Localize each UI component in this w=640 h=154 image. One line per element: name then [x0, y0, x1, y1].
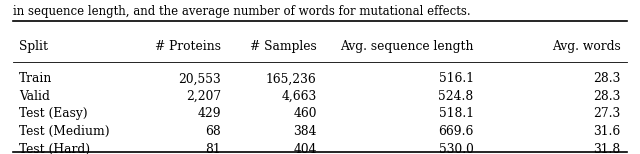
- Text: 524.8: 524.8: [438, 90, 474, 103]
- Text: 4,663: 4,663: [282, 90, 317, 103]
- Text: Avg. sequence length: Avg. sequence length: [340, 40, 474, 53]
- Text: 68: 68: [205, 125, 221, 138]
- Text: 165,236: 165,236: [266, 72, 317, 85]
- Text: Valid: Valid: [19, 90, 50, 103]
- Text: 669.6: 669.6: [438, 125, 474, 138]
- Text: 429: 429: [197, 107, 221, 120]
- Text: 530.0: 530.0: [439, 143, 474, 154]
- Text: 31.6: 31.6: [593, 125, 621, 138]
- Text: Avg. words: Avg. words: [552, 40, 621, 53]
- Text: 20,553: 20,553: [178, 72, 221, 85]
- Text: Test (Hard): Test (Hard): [19, 143, 90, 154]
- Text: 81: 81: [205, 143, 221, 154]
- Text: # Proteins: # Proteins: [155, 40, 221, 53]
- Text: 460: 460: [293, 107, 317, 120]
- Text: 384: 384: [293, 125, 317, 138]
- Text: in sequence length, and the average number of words for mutational effects.: in sequence length, and the average numb…: [13, 5, 470, 18]
- Text: Test (Medium): Test (Medium): [19, 125, 110, 138]
- Text: 27.3: 27.3: [593, 107, 621, 120]
- Text: 516.1: 516.1: [438, 72, 474, 85]
- Text: 404: 404: [293, 143, 317, 154]
- Text: 28.3: 28.3: [593, 90, 621, 103]
- Text: # Samples: # Samples: [250, 40, 317, 53]
- Text: 2,207: 2,207: [186, 90, 221, 103]
- Text: 31.8: 31.8: [593, 143, 621, 154]
- Text: Train: Train: [19, 72, 52, 85]
- Text: 518.1: 518.1: [438, 107, 474, 120]
- Text: Split: Split: [19, 40, 48, 53]
- Text: 28.3: 28.3: [593, 72, 621, 85]
- Text: Test (Easy): Test (Easy): [19, 107, 88, 120]
